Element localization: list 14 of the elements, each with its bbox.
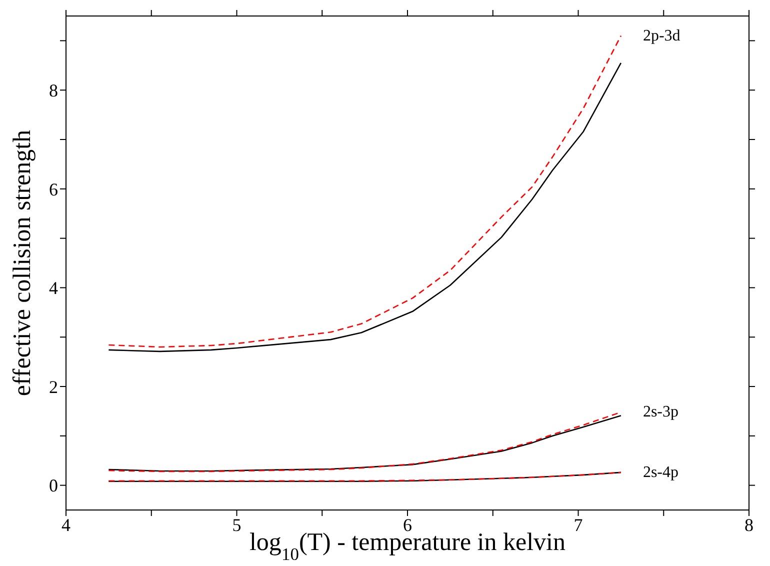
y-tick-label: 4 [49, 278, 58, 298]
y-tick-label: 8 [49, 80, 58, 100]
x-tick-label: 8 [744, 514, 754, 535]
x-tick-label: 7 [574, 514, 583, 535]
y-tick-label: 2 [49, 376, 58, 397]
y-axis-title: effective collision strength [9, 129, 36, 396]
x-tick-label: 5 [232, 514, 242, 535]
y-tick-label: 6 [49, 179, 58, 200]
annotation: 2s-3p [642, 404, 678, 421]
x-tick-label: 4 [62, 514, 70, 535]
annotation: 2p-3d [642, 27, 680, 44]
annotation: 2s-4p [642, 464, 678, 481]
x-tick-label: 6 [403, 514, 412, 535]
y-tick-label: 0 [49, 476, 58, 496]
